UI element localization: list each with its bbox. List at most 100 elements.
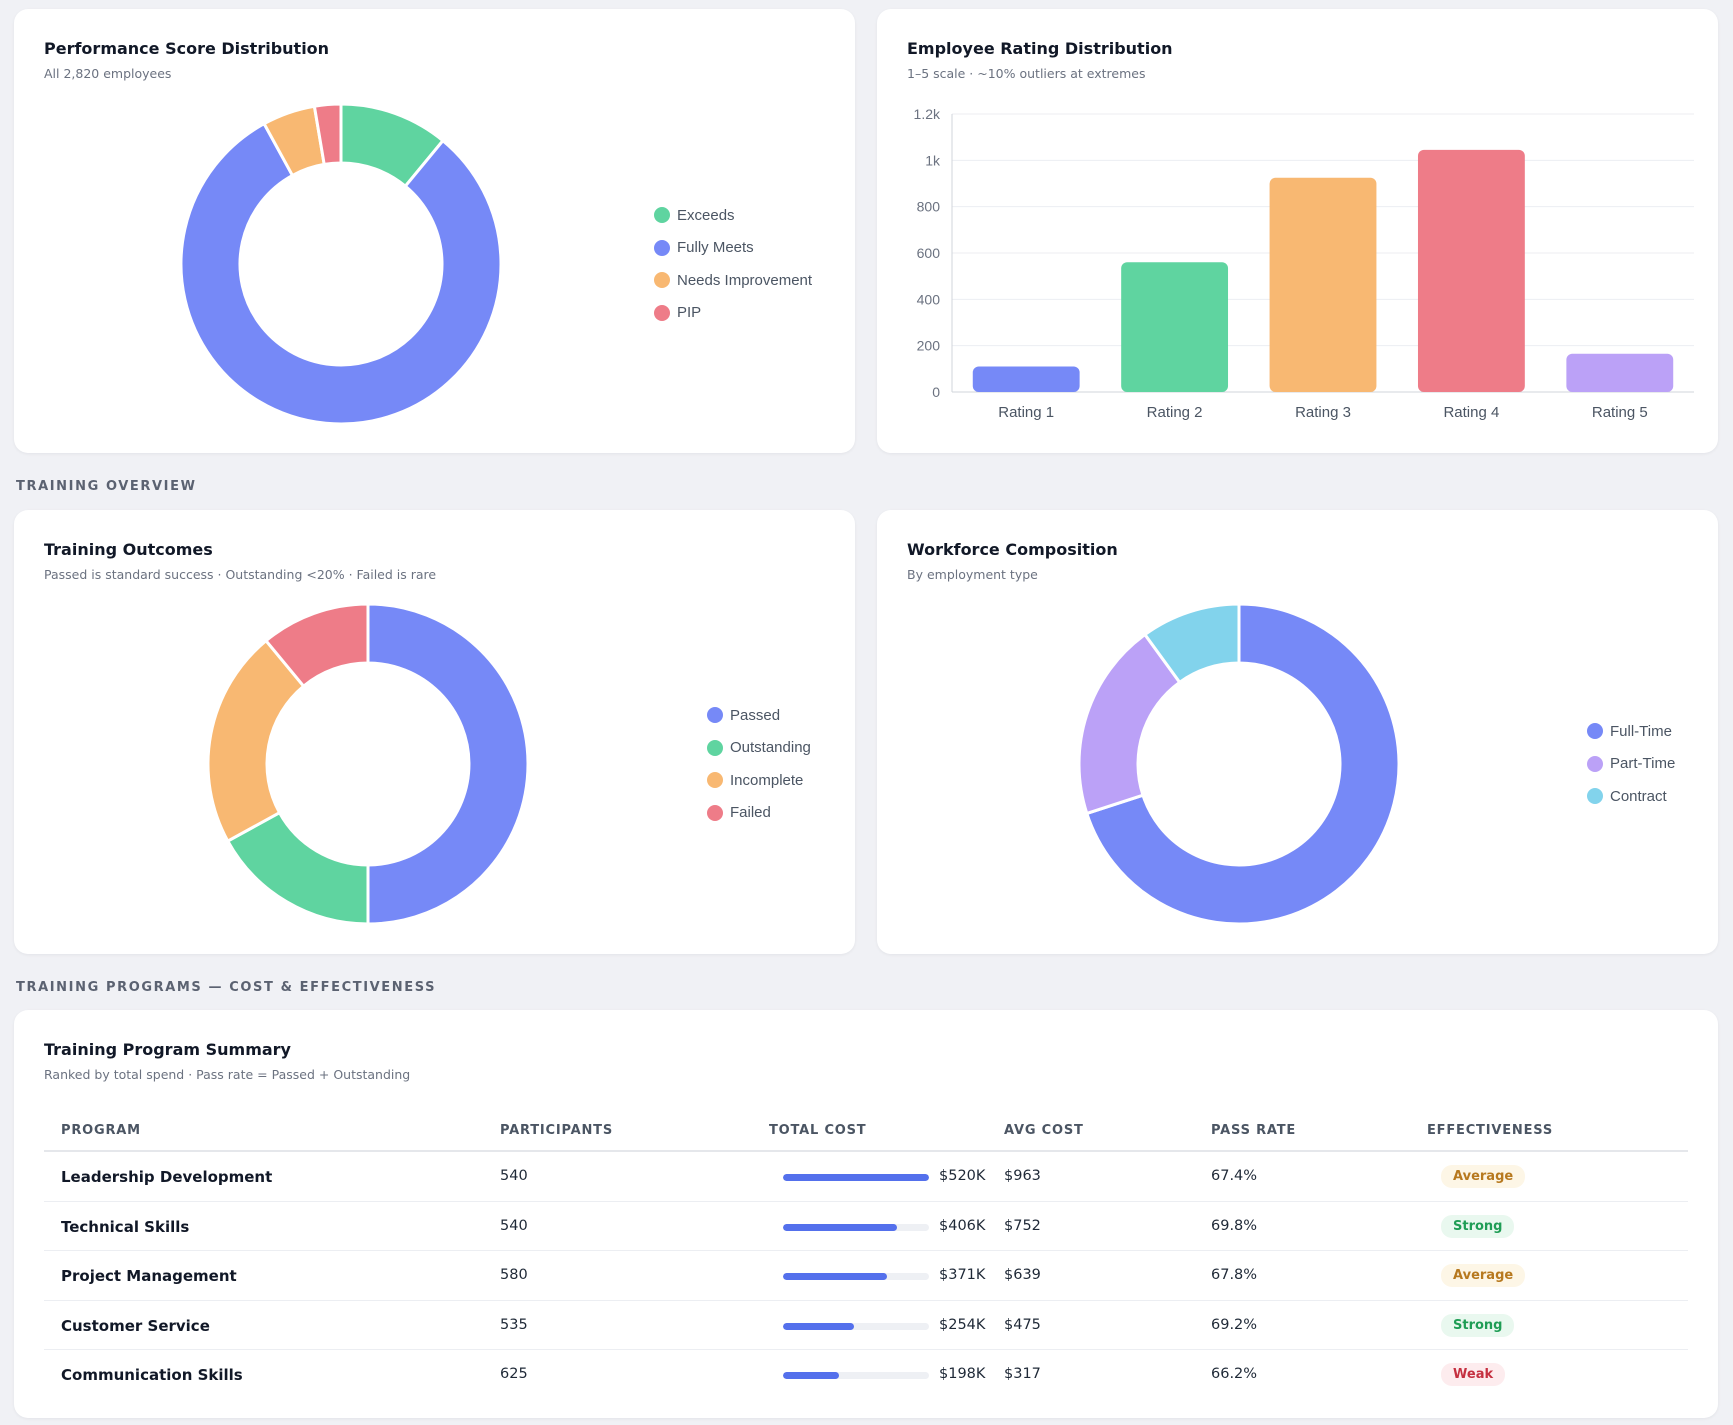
legend-label: Outstanding [730,739,811,757]
column-header-pass-rate[interactable]: PASS RATE [1211,1123,1297,1138]
avg-cost-value: $475 [1004,1316,1041,1333]
workforce-donut-chart [1077,602,1401,926]
legend-item[interactable]: Contract [1587,780,1675,813]
legend-dot [1587,788,1603,805]
cost-bar [783,1273,929,1280]
cost-bar-fill [783,1273,888,1280]
x-tick-label: Rating 5 [1592,404,1648,421]
table-row[interactable]: Leadership Development 540 $520K $963 67… [44,1152,1688,1202]
donut-slice-contract[interactable] [1142,602,1241,685]
legend-label: Needs Improvement [677,271,813,289]
legend-label: Full-Time [1610,722,1672,740]
donut-slice-pip[interactable] [312,102,343,167]
table-row[interactable]: Customer Service 535 $254K $475 69.2% St… [44,1301,1688,1350]
legend-item[interactable]: PIP [654,297,812,330]
donut-slice-full-time[interactable] [1084,602,1401,926]
card-subtitle: Ranked by total spend · Pass rate = Pass… [44,1067,411,1082]
card-subtitle: By employment type [907,567,1038,582]
card-title: Performance Score Distribution [44,39,330,58]
legend-dot [707,772,723,789]
outcomes-card: Training Outcomes Passed is standard suc… [14,510,855,954]
legend-dot [1587,755,1603,772]
legend-item[interactable]: Exceeds [654,199,812,232]
program-name: Leadership Development [61,1168,273,1186]
cost-bar [783,1322,929,1330]
legend-item[interactable]: Passed [707,699,811,732]
participants-value: 625 [500,1366,528,1382]
legend-label: Fully Meets [677,239,754,257]
bar-rating-3[interactable] [1269,177,1377,392]
program-name: Communication Skills [61,1366,243,1384]
effectiveness-badge: Average [1441,1264,1526,1287]
program-name: Customer Service [61,1316,210,1335]
column-header-participants[interactable]: PARTICIPANTS [500,1123,614,1138]
participants-value: 540 [500,1217,528,1234]
program-name: Project Management [61,1267,237,1285]
workforce-legend: Full-Time Part-Time Contract [1587,715,1675,813]
donut-slice-passed[interactable] [366,602,530,926]
legend-item[interactable]: Failed [707,797,811,830]
legend-item[interactable]: Incomplete [707,764,811,797]
total-cost-value: $406K [939,1217,986,1234]
column-header-avg-cost[interactable]: AVG COST [1004,1123,1084,1138]
participants-value: 535 [500,1316,528,1333]
bar-rating-1[interactable] [972,366,1080,392]
avg-cost-value: $752 [1004,1217,1041,1234]
legend-dot [707,804,723,821]
cost-bar-fill [783,1223,897,1231]
section-title-training-overview: TRAINING OVERVIEW [16,479,197,494]
program-name: Technical Skills [61,1217,190,1236]
rating-bar-chart: 0 200 400 600 800 1k 1.2k Rating 1 Rating 2 Ratin… [914,106,1694,421]
effectiveness-badge: Weak [1441,1363,1506,1386]
legend-dot [654,272,670,289]
table-header: PROGRAM PARTICIPANTS TOTAL COST AVG COST… [44,1110,1688,1152]
card-title: Training Outcomes [44,540,213,559]
outcomes-donut-chart [206,602,530,926]
column-header-total-cost[interactable]: TOTAL COST [769,1123,867,1138]
legend-item[interactable]: Outstanding [707,732,811,765]
total-cost-value: $254K [939,1316,986,1333]
legend-item[interactable]: Full-Time [1587,715,1675,748]
section-title-training-programs: TRAINING PROGRAMS — COST & EFFECTIVENESS [16,980,437,995]
legend-item[interactable]: Part-Time [1587,748,1675,781]
legend-label: Failed [730,804,771,822]
card-subtitle: Passed is standard success · Outstanding… [44,567,437,582]
y-tick-label: 0 [932,384,940,400]
pass-rate-value: 67.4% [1211,1168,1258,1184]
total-cost-value: $371K [939,1267,986,1283]
cost-bar [783,1174,929,1181]
y-tick-label: 1.2k [914,106,941,122]
bar-rating-5[interactable] [1566,353,1674,392]
pass-rate-value: 69.2% [1211,1316,1258,1333]
bar-rating-4[interactable] [1417,149,1525,392]
x-tick-label: Rating 1 [998,404,1054,421]
donut-slice-failed[interactable] [263,602,370,689]
legend-dot [1587,723,1603,740]
legend-label: Passed [730,706,781,724]
x-tick-label: Rating 3 [1295,404,1351,421]
column-header-program[interactable]: PROGRAM [61,1123,141,1138]
bar-rating-2[interactable] [1121,262,1229,392]
card-title: Training Program Summary [44,1040,291,1059]
table-row[interactable]: Project Management 580 $371K $639 67.8% … [44,1251,1688,1301]
legend-label: Part-Time [1610,755,1676,773]
legend-item[interactable]: Fully Meets [654,232,812,265]
table-row[interactable]: Communication Skills 625 $198K $317 66.2… [44,1350,1688,1400]
cost-bar-fill [783,1372,839,1379]
legend-label: PIP [677,304,702,322]
rating-card: Employee Rating Distribution 1–5 scale ·… [877,9,1718,453]
y-tick-label: 400 [917,291,941,307]
card-title: Employee Rating Distribution [907,39,1173,58]
y-tick-label: 200 [917,338,941,354]
table-row[interactable]: Technical Skills 540 $406K $752 69.8% St… [44,1202,1688,1251]
card-subtitle: All 2,820 employees [44,66,172,81]
donut-slice-fully-meets[interactable] [179,121,503,426]
program-summary-card: Training Program Summary Ranked by total… [14,1010,1718,1418]
avg-cost-value: $963 [1004,1168,1041,1184]
column-header-effectiveness[interactable]: EFFECTIVENESS [1427,1123,1554,1138]
pass-rate-value: 66.2% [1211,1366,1258,1382]
participants-value: 580 [500,1267,528,1283]
total-cost-value: $198K [939,1366,986,1382]
cost-bar [783,1223,929,1231]
legend-item[interactable]: Needs Improvement [654,264,812,297]
